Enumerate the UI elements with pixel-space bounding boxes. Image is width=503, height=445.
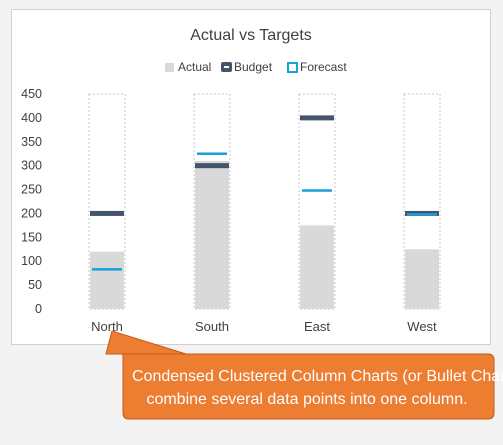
x-tick-label-west: West	[407, 319, 437, 334]
y-tick-label: 0	[35, 302, 42, 316]
y-tick-label: 50	[28, 278, 42, 292]
legend-label-budget: Budget	[234, 60, 273, 74]
x-tick-label-north: North	[91, 319, 123, 334]
legend-label-forecast: Forecast	[300, 60, 347, 74]
legend: Actual Budget Forecast	[165, 60, 347, 74]
forecast-marker-north	[92, 268, 122, 271]
forecast-marker-west	[407, 213, 437, 216]
y-tick-label: 300	[21, 159, 42, 173]
y-tick-label: 150	[21, 230, 42, 244]
plot-area	[88, 93, 441, 310]
forecast-marker-east	[302, 189, 332, 192]
budget-marker-north	[90, 210, 124, 216]
actual-bar-west	[405, 249, 439, 309]
legend-swatch-forecast	[287, 62, 298, 73]
callout-text: Condensed Clustered Column Charts (or Bu…	[132, 365, 503, 411]
legend-label-actual: Actual	[178, 60, 211, 74]
actual-bar-south	[195, 160, 229, 309]
callout-line-1: Condensed Clustered Column Charts (or Bu…	[132, 368, 503, 385]
actual-bar-north	[90, 251, 124, 309]
forecast-marker-south	[197, 152, 227, 155]
y-tick-label: 200	[21, 206, 42, 220]
x-axis: North South East West	[91, 319, 437, 334]
callout-line-2: combine several data points into one col…	[146, 391, 468, 408]
budget-marker-east	[300, 115, 334, 121]
chart-title: Actual vs Targets	[190, 27, 312, 44]
legend-swatch-actual	[165, 63, 174, 72]
legend-swatch-inner	[224, 66, 229, 68]
y-tick-label: 350	[21, 135, 42, 149]
y-axis: 0 50 100 150 200 250 300 350 400 450	[21, 87, 42, 316]
budget-marker-south	[195, 163, 229, 169]
x-tick-label-east: East	[304, 319, 330, 334]
y-tick-label: 250	[21, 183, 42, 197]
y-tick-label: 100	[21, 254, 42, 268]
actual-bar-east	[300, 225, 334, 309]
y-tick-label: 400	[21, 111, 42, 125]
y-tick-label: 450	[21, 87, 42, 101]
x-tick-label-south: South	[195, 319, 229, 334]
